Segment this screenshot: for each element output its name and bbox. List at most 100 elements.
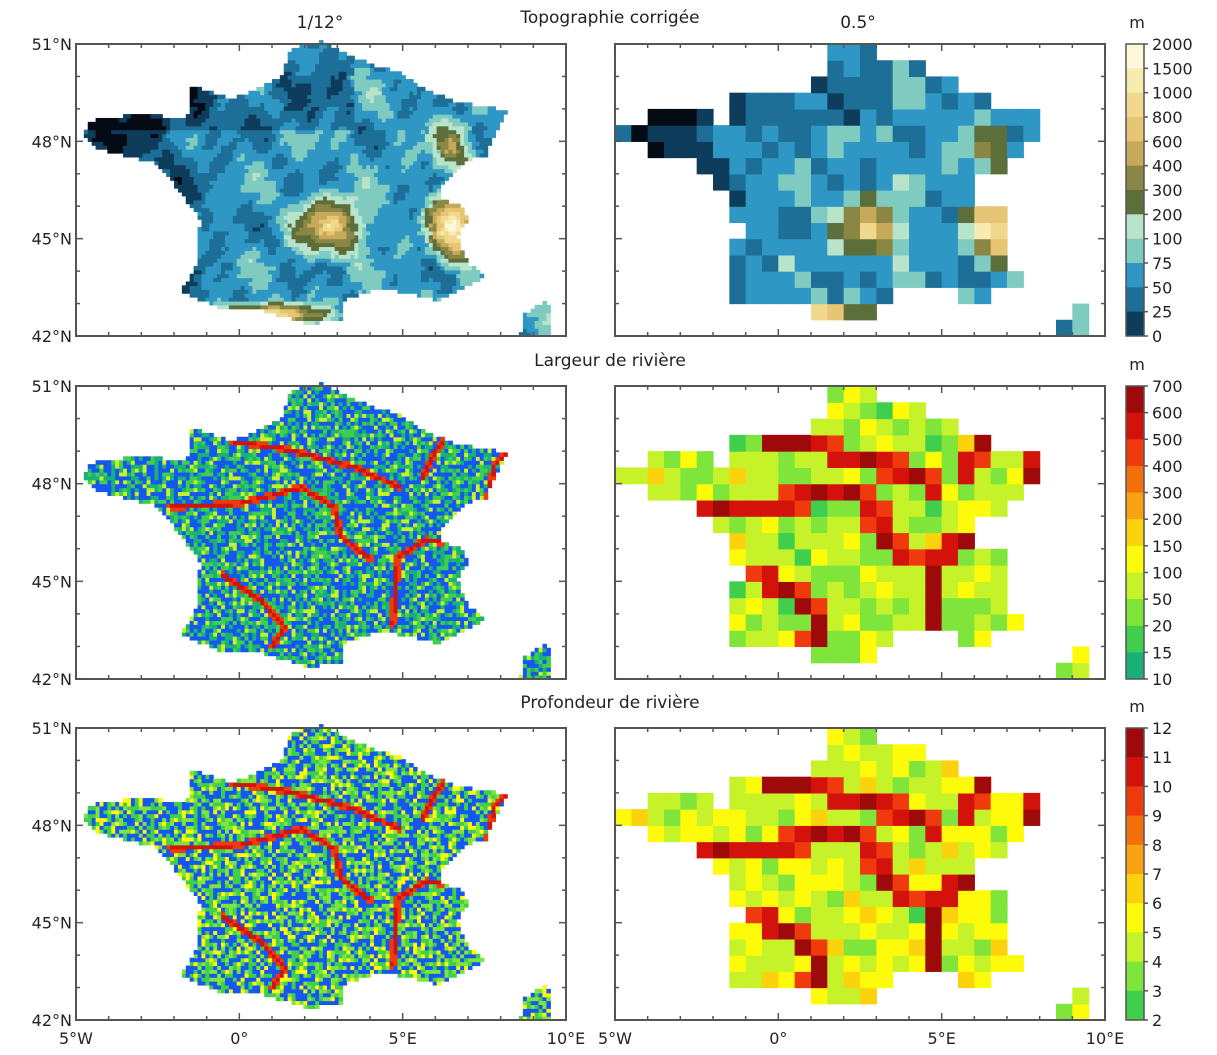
map-cell	[358, 211, 363, 216]
map-cell	[762, 173, 779, 191]
map-cell	[283, 223, 289, 228]
map-cell	[381, 191, 387, 197]
map-cell	[448, 262, 453, 267]
map-cell	[366, 203, 371, 209]
map-cell	[436, 137, 442, 142]
map-cell	[401, 176, 406, 181]
map-cell	[354, 180, 359, 185]
map-cell	[460, 156, 465, 162]
map-cell	[307, 300, 312, 306]
map-cell	[119, 129, 124, 135]
map-cell	[283, 145, 289, 150]
map-cell	[299, 300, 304, 306]
map-cell	[464, 156, 469, 162]
map-cell	[428, 106, 434, 111]
map-cell	[420, 160, 426, 166]
map-cell	[268, 164, 273, 170]
map-cell	[174, 156, 179, 162]
map-cell	[291, 191, 297, 197]
map-cell	[424, 269, 430, 275]
map-cell	[974, 141, 992, 159]
map-cell	[444, 133, 449, 139]
map-cell	[107, 133, 112, 139]
map-cell	[389, 226, 395, 232]
map-cell	[213, 145, 218, 150]
map-cell	[370, 145, 375, 150]
map-cell	[460, 269, 465, 275]
map-cell	[503, 110, 508, 115]
map-cell	[326, 145, 332, 150]
map-cell	[181, 172, 187, 177]
map-cell	[264, 238, 269, 244]
map-cell	[350, 137, 355, 142]
map-cell	[307, 199, 312, 205]
map-cell	[436, 207, 442, 213]
map-cell	[95, 141, 101, 146]
map-cell	[142, 495, 148, 500]
map-cell	[326, 285, 332, 290]
map-cell	[311, 156, 316, 162]
map-cell	[221, 156, 226, 162]
map-cell	[338, 203, 344, 209]
map-cell	[417, 110, 422, 115]
map-cell	[432, 164, 438, 170]
map-cell	[99, 117, 105, 123]
map-cell	[248, 129, 253, 135]
map-cell	[346, 160, 351, 166]
map-cell	[330, 133, 336, 139]
map-cell	[432, 265, 438, 271]
map-cell	[342, 75, 348, 80]
map-cell	[197, 156, 203, 162]
map-cell	[240, 168, 246, 174]
map-cell	[471, 133, 477, 139]
map-cell	[417, 160, 422, 166]
map-panel-r0-c0	[83, 40, 551, 337]
map-cell	[417, 90, 422, 96]
map-cell	[315, 121, 320, 127]
map-cell	[299, 156, 304, 162]
map-cell	[471, 273, 477, 279]
map-cell	[95, 468, 101, 473]
map-cell	[268, 234, 273, 240]
map-cell	[224, 304, 230, 310]
map-cell	[326, 203, 332, 209]
map-cell	[393, 188, 399, 193]
map-cell	[354, 110, 359, 115]
map-cell	[123, 468, 128, 473]
map-cell	[275, 180, 281, 185]
map-cell	[209, 195, 214, 201]
map-cell	[432, 180, 438, 185]
map-cell	[373, 180, 379, 185]
map-cell	[256, 164, 261, 170]
map-cell	[334, 184, 340, 189]
map-cell	[307, 254, 312, 259]
map-cell	[338, 121, 344, 127]
map-cell	[389, 281, 395, 286]
map-cell	[432, 117, 438, 123]
map-cell	[413, 125, 418, 131]
map-cell	[283, 168, 289, 174]
map-cell	[385, 106, 391, 111]
map-cell	[252, 246, 257, 251]
map-cell	[295, 114, 301, 119]
map-cell	[174, 129, 179, 135]
map-cell	[299, 219, 304, 224]
map-cell	[228, 156, 234, 162]
map-cell	[393, 79, 399, 84]
map-cell	[260, 145, 265, 150]
map-cell	[342, 125, 348, 131]
map-cell	[209, 188, 214, 193]
map-cell	[209, 117, 214, 123]
map-cell	[362, 71, 367, 76]
map-cell	[385, 277, 391, 283]
map-cell	[479, 133, 485, 139]
map-cell	[181, 168, 187, 174]
map-cell	[275, 262, 281, 267]
map-cell	[542, 312, 547, 318]
map-cell	[307, 71, 312, 76]
map-cell	[123, 153, 128, 158]
map-cell	[197, 250, 203, 255]
map-cell	[256, 86, 261, 92]
map-cell	[366, 265, 371, 271]
map-cell	[217, 94, 222, 100]
